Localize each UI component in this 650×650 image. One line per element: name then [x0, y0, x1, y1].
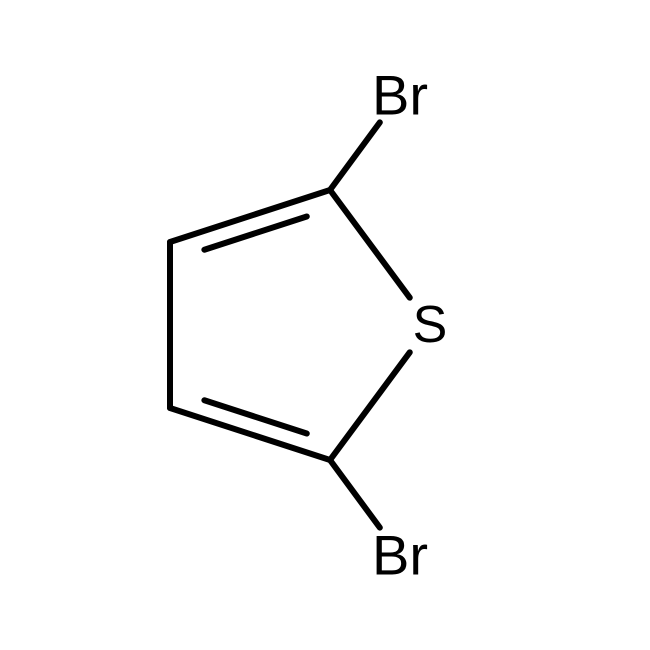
label-layer: S Br Br — [372, 64, 447, 587]
atom-label-br_top: Br — [372, 64, 428, 127]
atom-label-s: S — [413, 296, 448, 354]
atom-label-br_bottom: Br — [372, 524, 428, 587]
molecule-diagram: S Br Br — [0, 0, 650, 650]
bond-layer — [170, 122, 410, 527]
